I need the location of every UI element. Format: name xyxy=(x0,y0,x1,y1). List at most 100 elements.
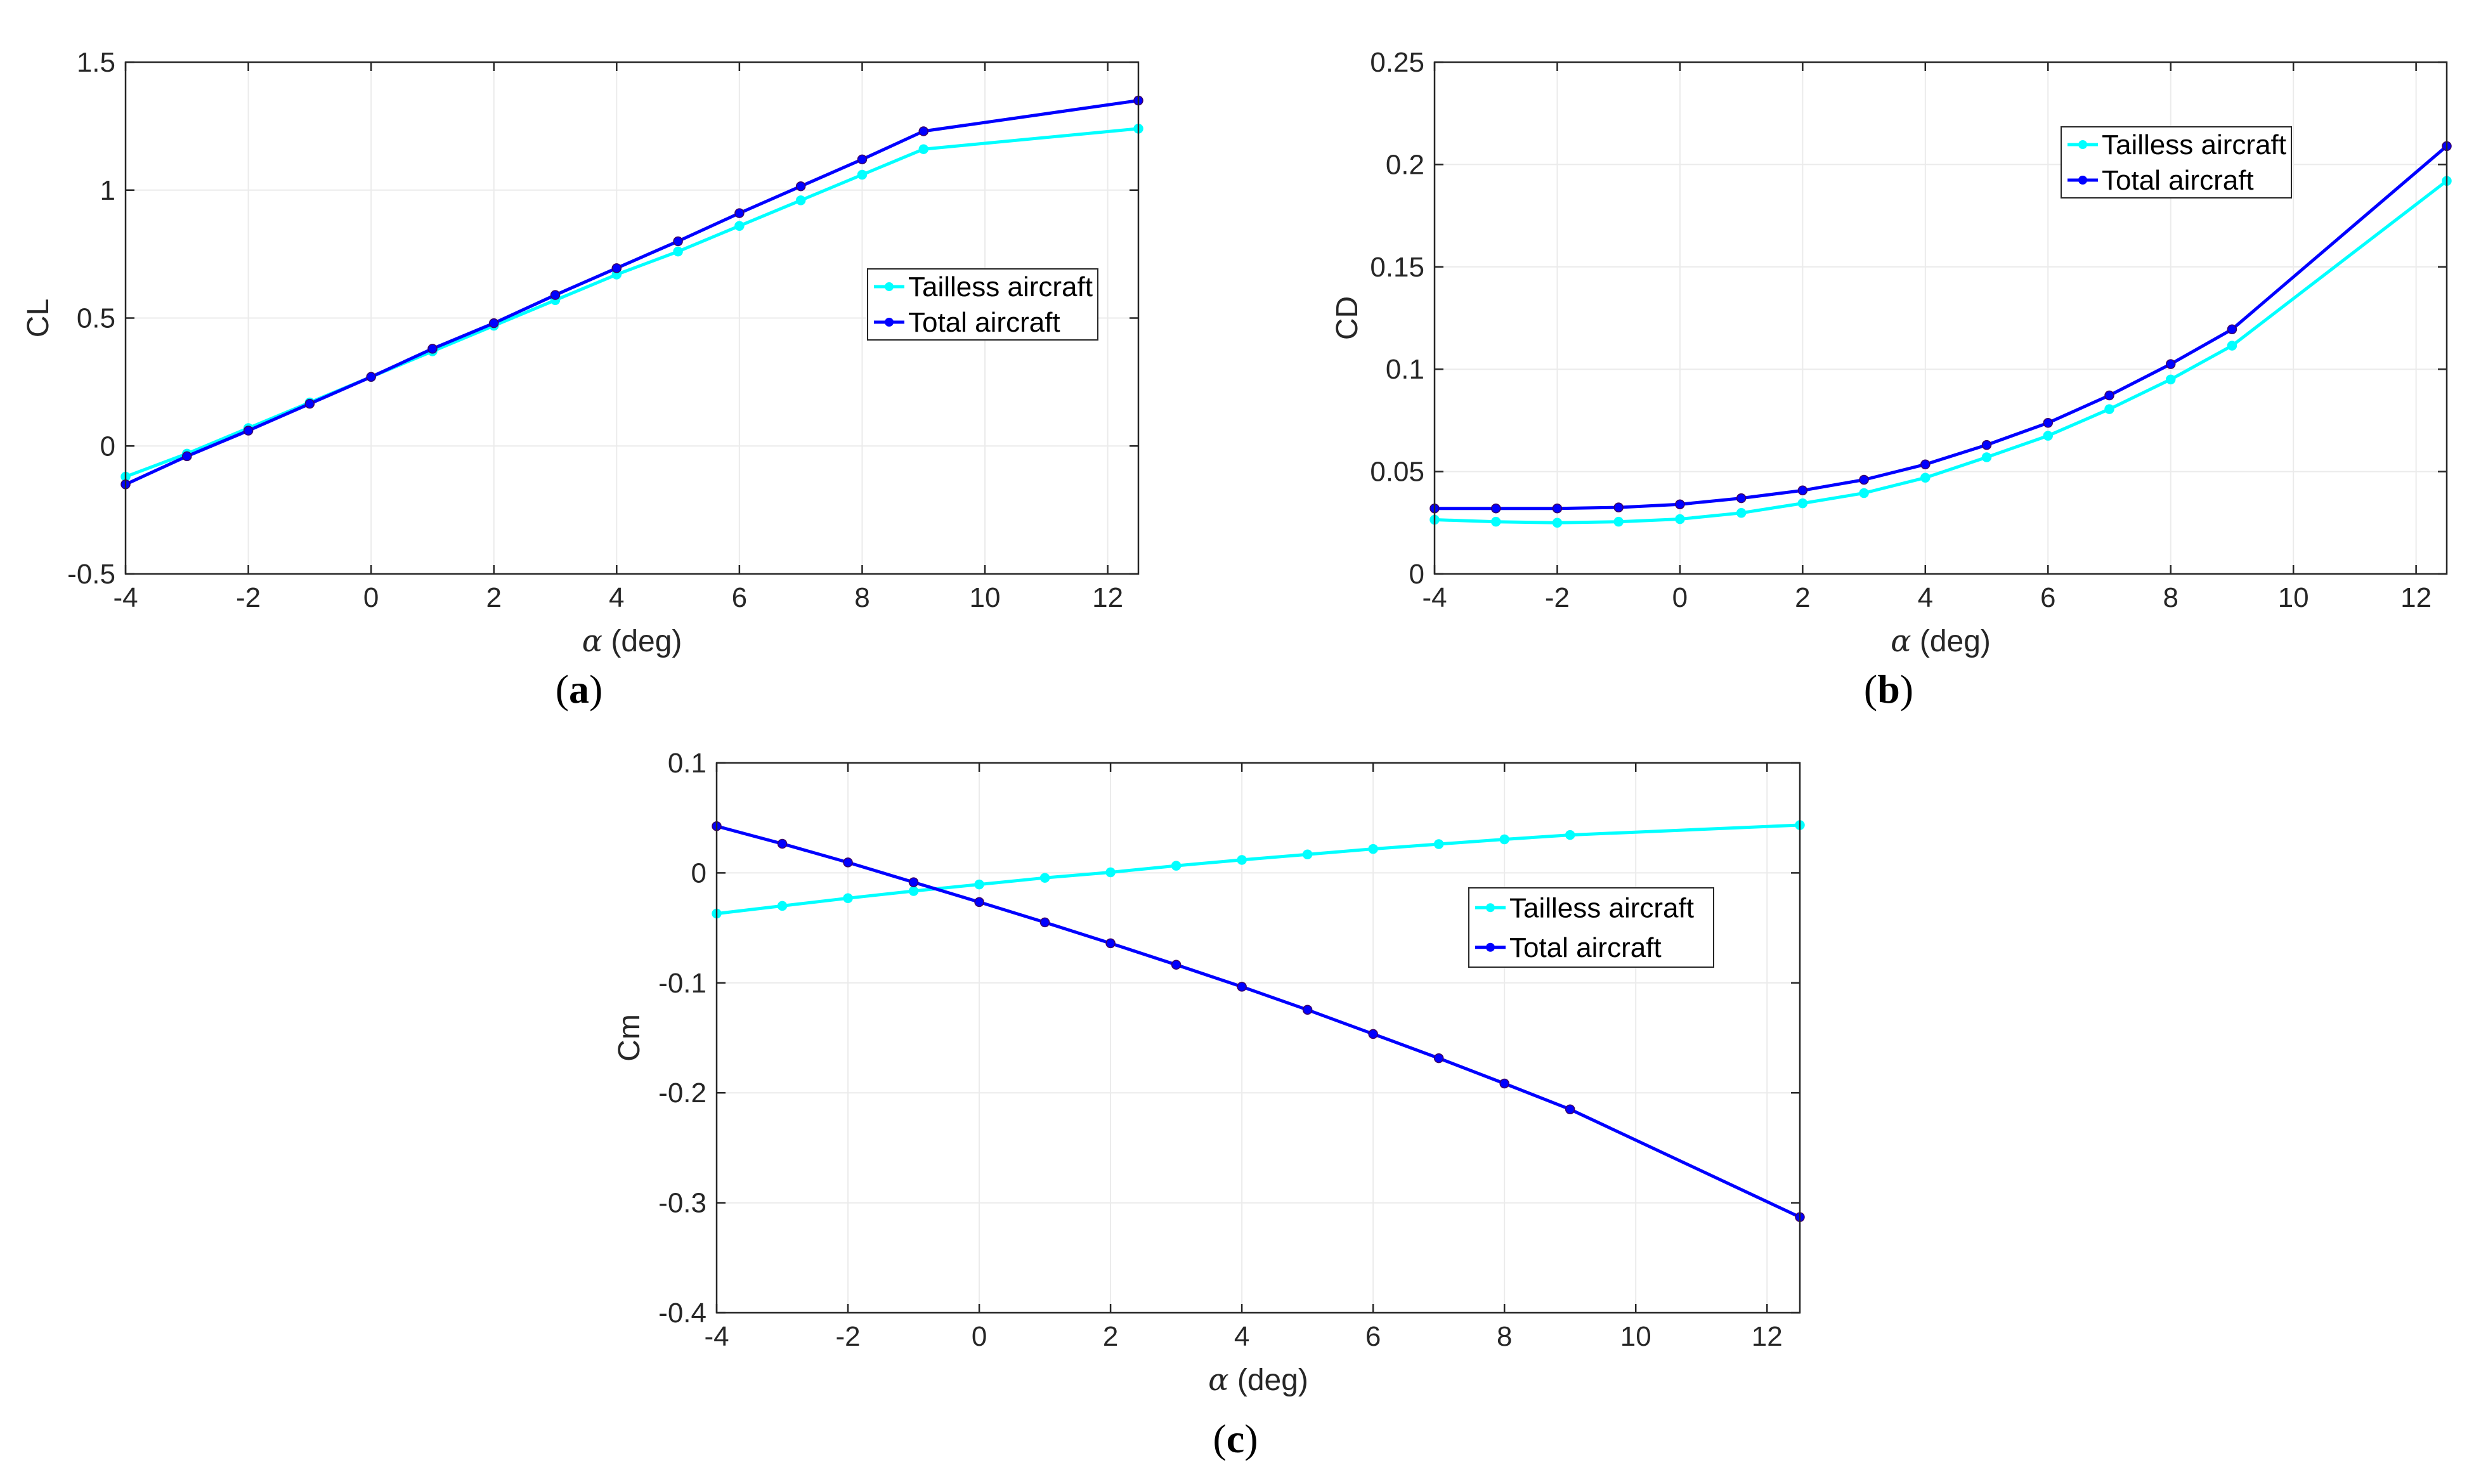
data-point xyxy=(2104,404,2114,414)
data-point xyxy=(1675,514,1685,524)
y-tick-label: -0.5 xyxy=(67,559,115,590)
data-point xyxy=(1433,1053,1444,1064)
data-point xyxy=(182,451,192,462)
x-axis-label: α (deg) xyxy=(582,623,682,659)
x-tick-label: -2 xyxy=(236,582,261,613)
data-point xyxy=(1736,508,1747,518)
data-point xyxy=(1302,849,1313,860)
legend-marker xyxy=(885,318,894,327)
y-tick-label: 1 xyxy=(100,175,115,206)
data-point xyxy=(857,154,868,165)
legend-label: Tailless aircraft xyxy=(1509,892,1694,923)
x-tick-label: -4 xyxy=(113,582,138,613)
legend-marker xyxy=(2078,176,2087,185)
data-point xyxy=(1237,982,1247,992)
x-tick-label: 6 xyxy=(732,582,747,613)
data-point xyxy=(1499,834,1509,845)
data-point xyxy=(795,195,806,205)
x-tick-label: 8 xyxy=(854,582,869,613)
legend-label: Tailless aircraft xyxy=(908,271,1093,303)
data-point xyxy=(673,246,683,257)
data-point xyxy=(795,181,806,192)
x-tick-label: 6 xyxy=(1365,1321,1381,1352)
data-point xyxy=(1302,1005,1313,1015)
x-tick-label: 4 xyxy=(609,582,624,613)
y-tick-label: 1.5 xyxy=(77,47,115,78)
data-point xyxy=(1565,1104,1575,1114)
x-tick-label: 4 xyxy=(1918,582,1933,613)
axes-frame xyxy=(715,762,1801,1314)
data-point xyxy=(1039,873,1050,883)
data-point xyxy=(908,877,919,887)
data-point xyxy=(1433,839,1444,849)
data-point xyxy=(1859,474,1869,485)
data-point xyxy=(673,236,683,247)
x-tick-label: 0 xyxy=(972,1321,987,1352)
data-point xyxy=(918,144,928,154)
data-point xyxy=(2165,374,2176,385)
x-tick-label: 12 xyxy=(1752,1321,1783,1352)
y-tick-label: -0.3 xyxy=(658,1188,707,1219)
y-tick-label: -0.2 xyxy=(658,1077,707,1109)
data-point xyxy=(1920,459,1931,470)
data-point xyxy=(918,126,928,136)
legend-marker xyxy=(885,282,894,291)
legend: Tailless aircraft Total aircraft xyxy=(1468,887,1714,968)
y-tick-label: 0.2 xyxy=(1386,149,1424,180)
x-tick-label: -4 xyxy=(704,1321,729,1352)
y-tick-label: -0.4 xyxy=(658,1298,707,1329)
y-tick-label: 0 xyxy=(1409,559,1424,590)
x-tick-label: 10 xyxy=(970,582,1001,613)
data-point xyxy=(1552,503,1563,514)
y-axis-label: CD xyxy=(1331,296,1364,340)
chart-panel-c: -4 -2 0 2 4 6 8 10 12 -0.4 -0.3 -0.2 -0.1 0 0.1 α (deg)… xyxy=(613,748,1805,1461)
y-tick-label: 0.1 xyxy=(1386,354,1424,385)
data-point xyxy=(1613,516,1624,527)
x-tick-label: 10 xyxy=(2278,582,2309,613)
x-tick-label: 12 xyxy=(1092,582,1123,613)
legend-marker xyxy=(2078,140,2087,149)
x-tick-label: 2 xyxy=(1795,582,1810,613)
data-point xyxy=(1105,938,1116,949)
data-point xyxy=(1736,493,1747,504)
data-point xyxy=(1565,830,1575,840)
data-point xyxy=(1859,488,1869,498)
data-point xyxy=(611,263,622,273)
x-axis-label: α (deg) xyxy=(1891,623,1991,659)
data-point xyxy=(2043,418,2054,428)
y-tick-label: 0.15 xyxy=(1370,252,1424,283)
data-point xyxy=(304,398,315,409)
y-tick-label: 0.25 xyxy=(1370,47,1424,78)
data-point xyxy=(1920,472,1931,483)
y-tick-label: 0.05 xyxy=(1370,457,1424,488)
x-axis-unit: (deg) xyxy=(602,625,682,658)
x-tick-label: 4 xyxy=(1234,1321,1249,1352)
data-point xyxy=(1797,498,1808,509)
data-point xyxy=(1613,502,1624,512)
x-axis-label: α (deg) xyxy=(1208,1362,1308,1398)
data-point xyxy=(1981,439,1992,450)
x-tick-label: 6 xyxy=(2040,582,2055,613)
data-point xyxy=(1552,517,1563,528)
legend-marker xyxy=(1486,903,1495,913)
data-point xyxy=(2227,324,2237,335)
data-point xyxy=(1171,960,1182,970)
legend-label: Tailless aircraft xyxy=(2102,129,2286,160)
panel-caption: (b) xyxy=(1864,667,1913,712)
data-point xyxy=(843,857,853,868)
data-point xyxy=(366,372,376,382)
y-axis-label: Cm xyxy=(613,1014,646,1062)
data-point xyxy=(1171,861,1182,871)
legend-marker xyxy=(1486,942,1495,952)
data-point xyxy=(1368,843,1378,854)
x-tick-label: 0 xyxy=(363,582,379,613)
y-axis-label: CL xyxy=(22,299,55,337)
data-point xyxy=(1237,855,1247,865)
chart-panel-a: -4 -2 0 2 4 6 8 10 12 -0.5 0 0.5 1 1.5 α (deg) CL Taille… xyxy=(22,47,1143,712)
x-axis-unit: (deg) xyxy=(1229,1364,1308,1397)
data-point xyxy=(974,879,984,890)
data-point xyxy=(734,221,745,231)
alpha-symbol: α xyxy=(1208,1362,1228,1398)
y-tick-label: 0.5 xyxy=(77,303,115,334)
data-point xyxy=(908,886,919,896)
